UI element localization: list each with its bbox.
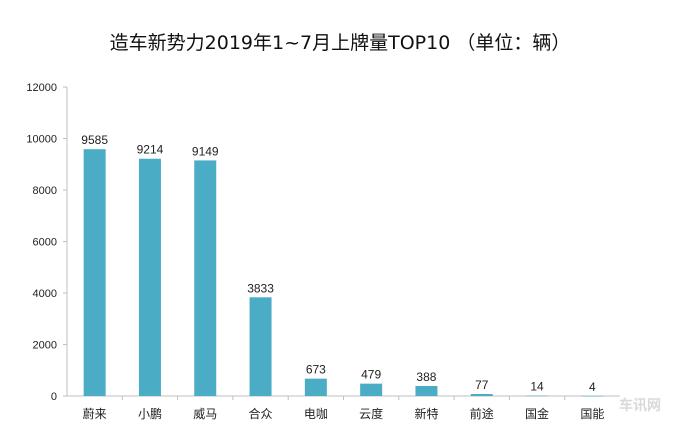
axes: 0 2000 4000 6000 8000 10000 12000 (26, 82, 620, 403)
bar (526, 395, 549, 397)
data-label: 673 (306, 363, 326, 377)
category-label: 国金 (525, 406, 549, 421)
category-label: 前途 (470, 406, 494, 421)
data-label: 9585 (81, 133, 108, 147)
y-tick-label: 0 (51, 391, 57, 403)
bar (415, 386, 438, 396)
bar (249, 297, 272, 396)
data-labels: 9585 9214 9149 3833 673 479 388 77 14 4 (81, 133, 596, 394)
data-label: 479 (361, 368, 381, 382)
data-label: 9149 (192, 144, 219, 158)
category-label: 威马 (193, 407, 217, 421)
y-tick-label: 8000 (33, 185, 57, 197)
y-tick-label: 10000 (26, 134, 57, 146)
bar (304, 378, 327, 396)
category-labels: 蔚来 小鹏 威马 合众 电咖 云度 新特 前途 国金 国能 (83, 406, 605, 421)
y-tick-label: 12000 (26, 82, 57, 94)
data-label: 388 (416, 370, 436, 384)
category-label: 国能 (580, 407, 604, 421)
category-label: 小鹏 (138, 407, 162, 421)
bar (581, 395, 604, 397)
bar (360, 383, 383, 396)
y-tick-label: 6000 (33, 237, 57, 249)
watermark-logo: 车讯网 (619, 397, 661, 414)
category-label: 合众 (249, 406, 273, 421)
y-tick-label: 2000 (33, 340, 57, 352)
bar (194, 160, 217, 396)
bar (138, 158, 161, 396)
data-label: 14 (530, 380, 544, 394)
category-label: 新特 (414, 406, 438, 421)
chart-title: 造车新势力2019年1~7月上牌量TOP10 （单位：辆） (110, 32, 571, 54)
y-tick-label: 4000 (33, 288, 57, 300)
data-label: 3833 (247, 281, 274, 295)
bars (83, 149, 604, 397)
data-label: 77 (475, 378, 489, 392)
category-label: 云度 (359, 406, 383, 421)
category-label: 蔚来 (83, 407, 107, 421)
bar (83, 149, 106, 396)
bar (470, 394, 493, 396)
category-label: 电咖 (304, 406, 328, 421)
data-label: 9214 (137, 143, 164, 157)
data-label: 4 (589, 380, 596, 394)
